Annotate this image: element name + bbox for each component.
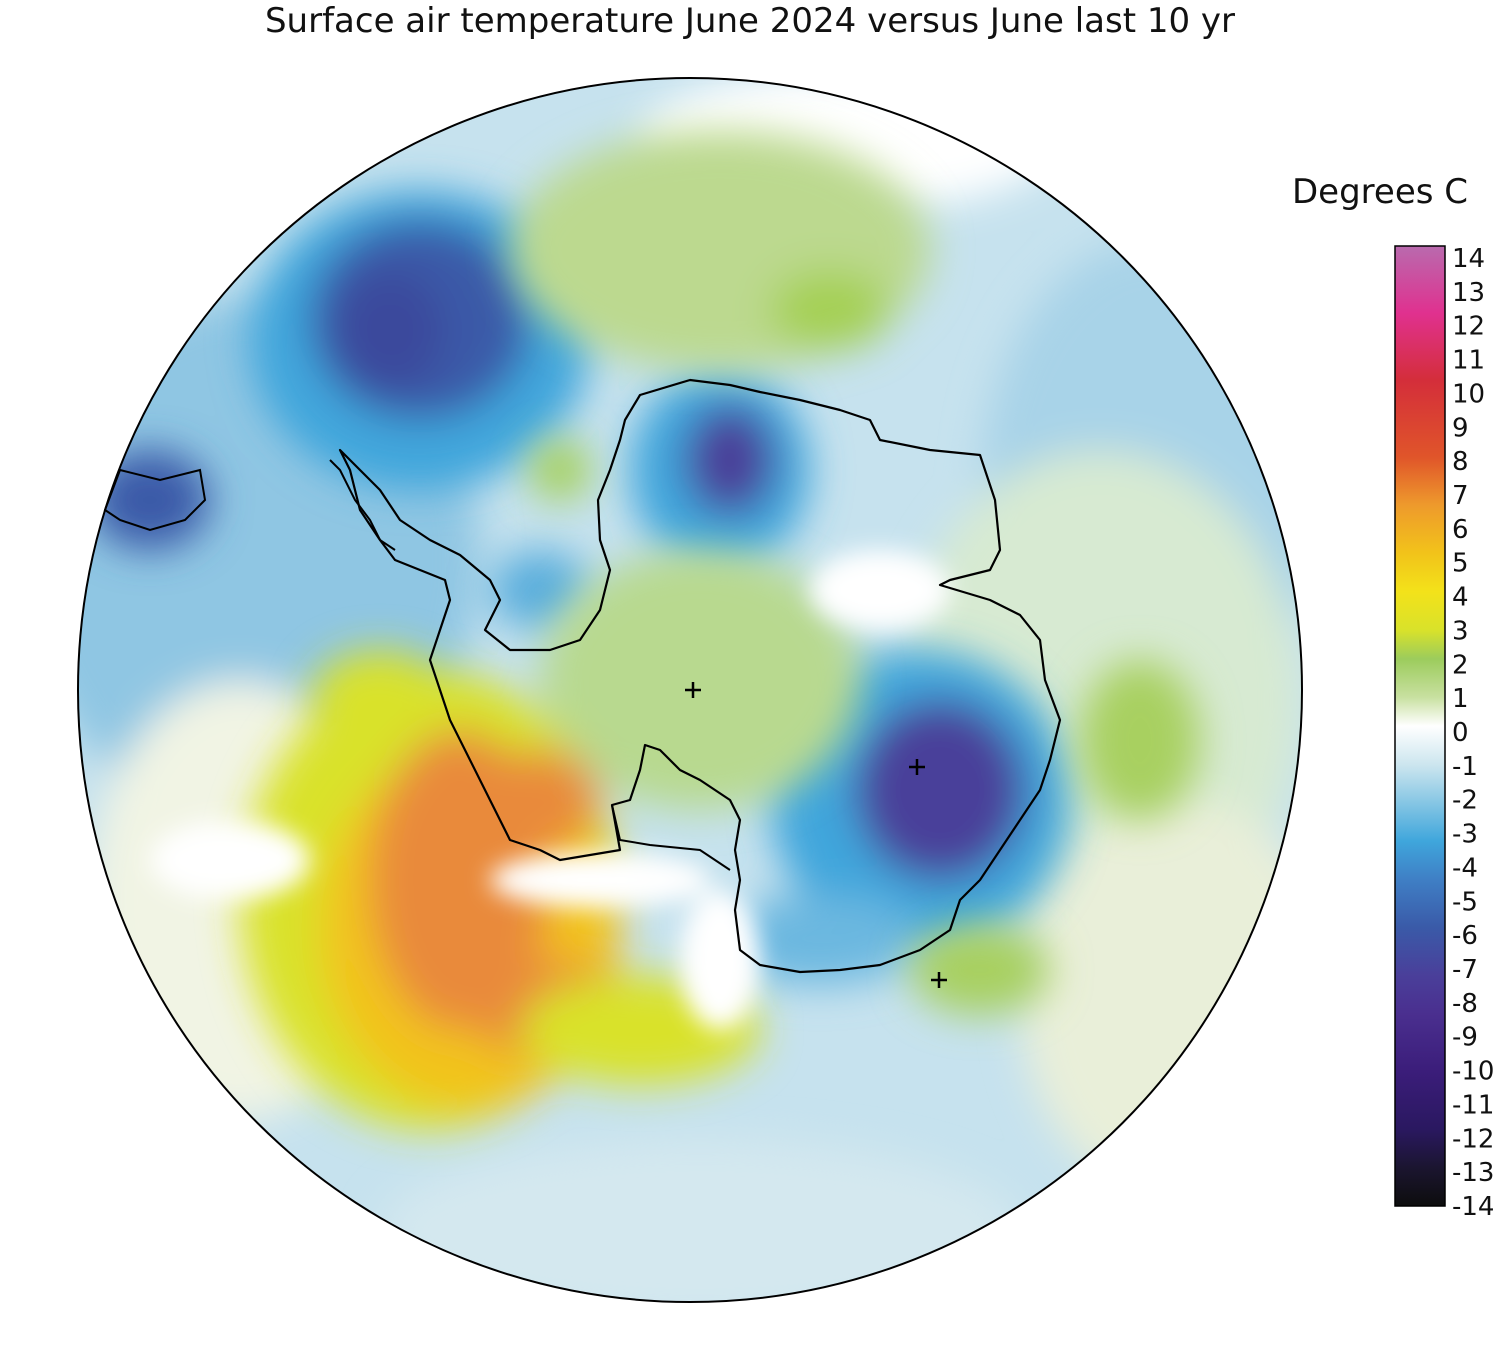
chart-title: Surface air temperature June 2024 versus… (264, 1, 1236, 41)
legend-title: Degrees C (1292, 172, 1469, 212)
colorbar-tick-label: 5 (1452, 549, 1469, 579)
colorbar-tick-label: 11 (1452, 346, 1485, 376)
colorbar-tick-label: 9 (1452, 413, 1469, 443)
colorbar-tick-label: 4 (1452, 583, 1469, 613)
colorbar-ticks: 14131211109876543210-1-2-3-4-5-6-7-8-9-1… (1452, 244, 1494, 1222)
colorbar-tick-label: 2 (1452, 650, 1469, 680)
colorbar-tick-label: -5 (1452, 887, 1478, 917)
map-boundary (77, 77, 1303, 1303)
colorbar-tick-label: -14 (1452, 1192, 1494, 1222)
colorbar-tick-label: -12 (1452, 1124, 1494, 1154)
colorbar-tick-label: 13 (1452, 278, 1485, 308)
south-america-coastline (329, 459, 396, 551)
colorbar-tick-label: 0 (1452, 718, 1469, 748)
colorbar-tick-label: -1 (1452, 752, 1478, 782)
antarctica-coastline (338, 378, 1062, 974)
colorbar-tick-label: -7 (1452, 955, 1478, 985)
colorbar-tick-label: 3 (1452, 616, 1469, 646)
colorbar-tick-label: -9 (1452, 1023, 1478, 1053)
colorbar-tick-label: -6 (1452, 921, 1478, 951)
colorbar-tick-label: -10 (1452, 1057, 1494, 1087)
colorbar-tick-label: 1 (1452, 684, 1469, 714)
temperature-anomaly-field (78, 78, 1302, 1302)
colorbar-tick-label: -4 (1452, 853, 1478, 883)
colorbar-tick-label: 10 (1452, 379, 1485, 409)
colorbar-tick-label: 14 (1452, 244, 1485, 274)
new-zealand-coastline (103, 468, 207, 532)
colorbar-tick-label: 7 (1452, 481, 1469, 511)
colorbar-tick-label: 8 (1452, 447, 1469, 477)
colorbar (1394, 245, 1446, 1207)
colorbar-tick-label: -11 (1452, 1090, 1494, 1120)
colorbar-tick-label: -8 (1452, 989, 1478, 1019)
ross-ice-shelf-coastline (611, 804, 731, 871)
colorbar-tick-label: 6 (1452, 515, 1469, 545)
station-marker (931, 972, 947, 988)
station-marker (685, 682, 701, 698)
station-marker (909, 759, 925, 775)
colorbar-tick-label: -2 (1452, 786, 1478, 816)
colorbar-tick-label: -13 (1452, 1158, 1494, 1188)
colorbar-tick-label: -3 (1452, 820, 1478, 850)
colorbar-tick-label: 12 (1452, 312, 1485, 342)
